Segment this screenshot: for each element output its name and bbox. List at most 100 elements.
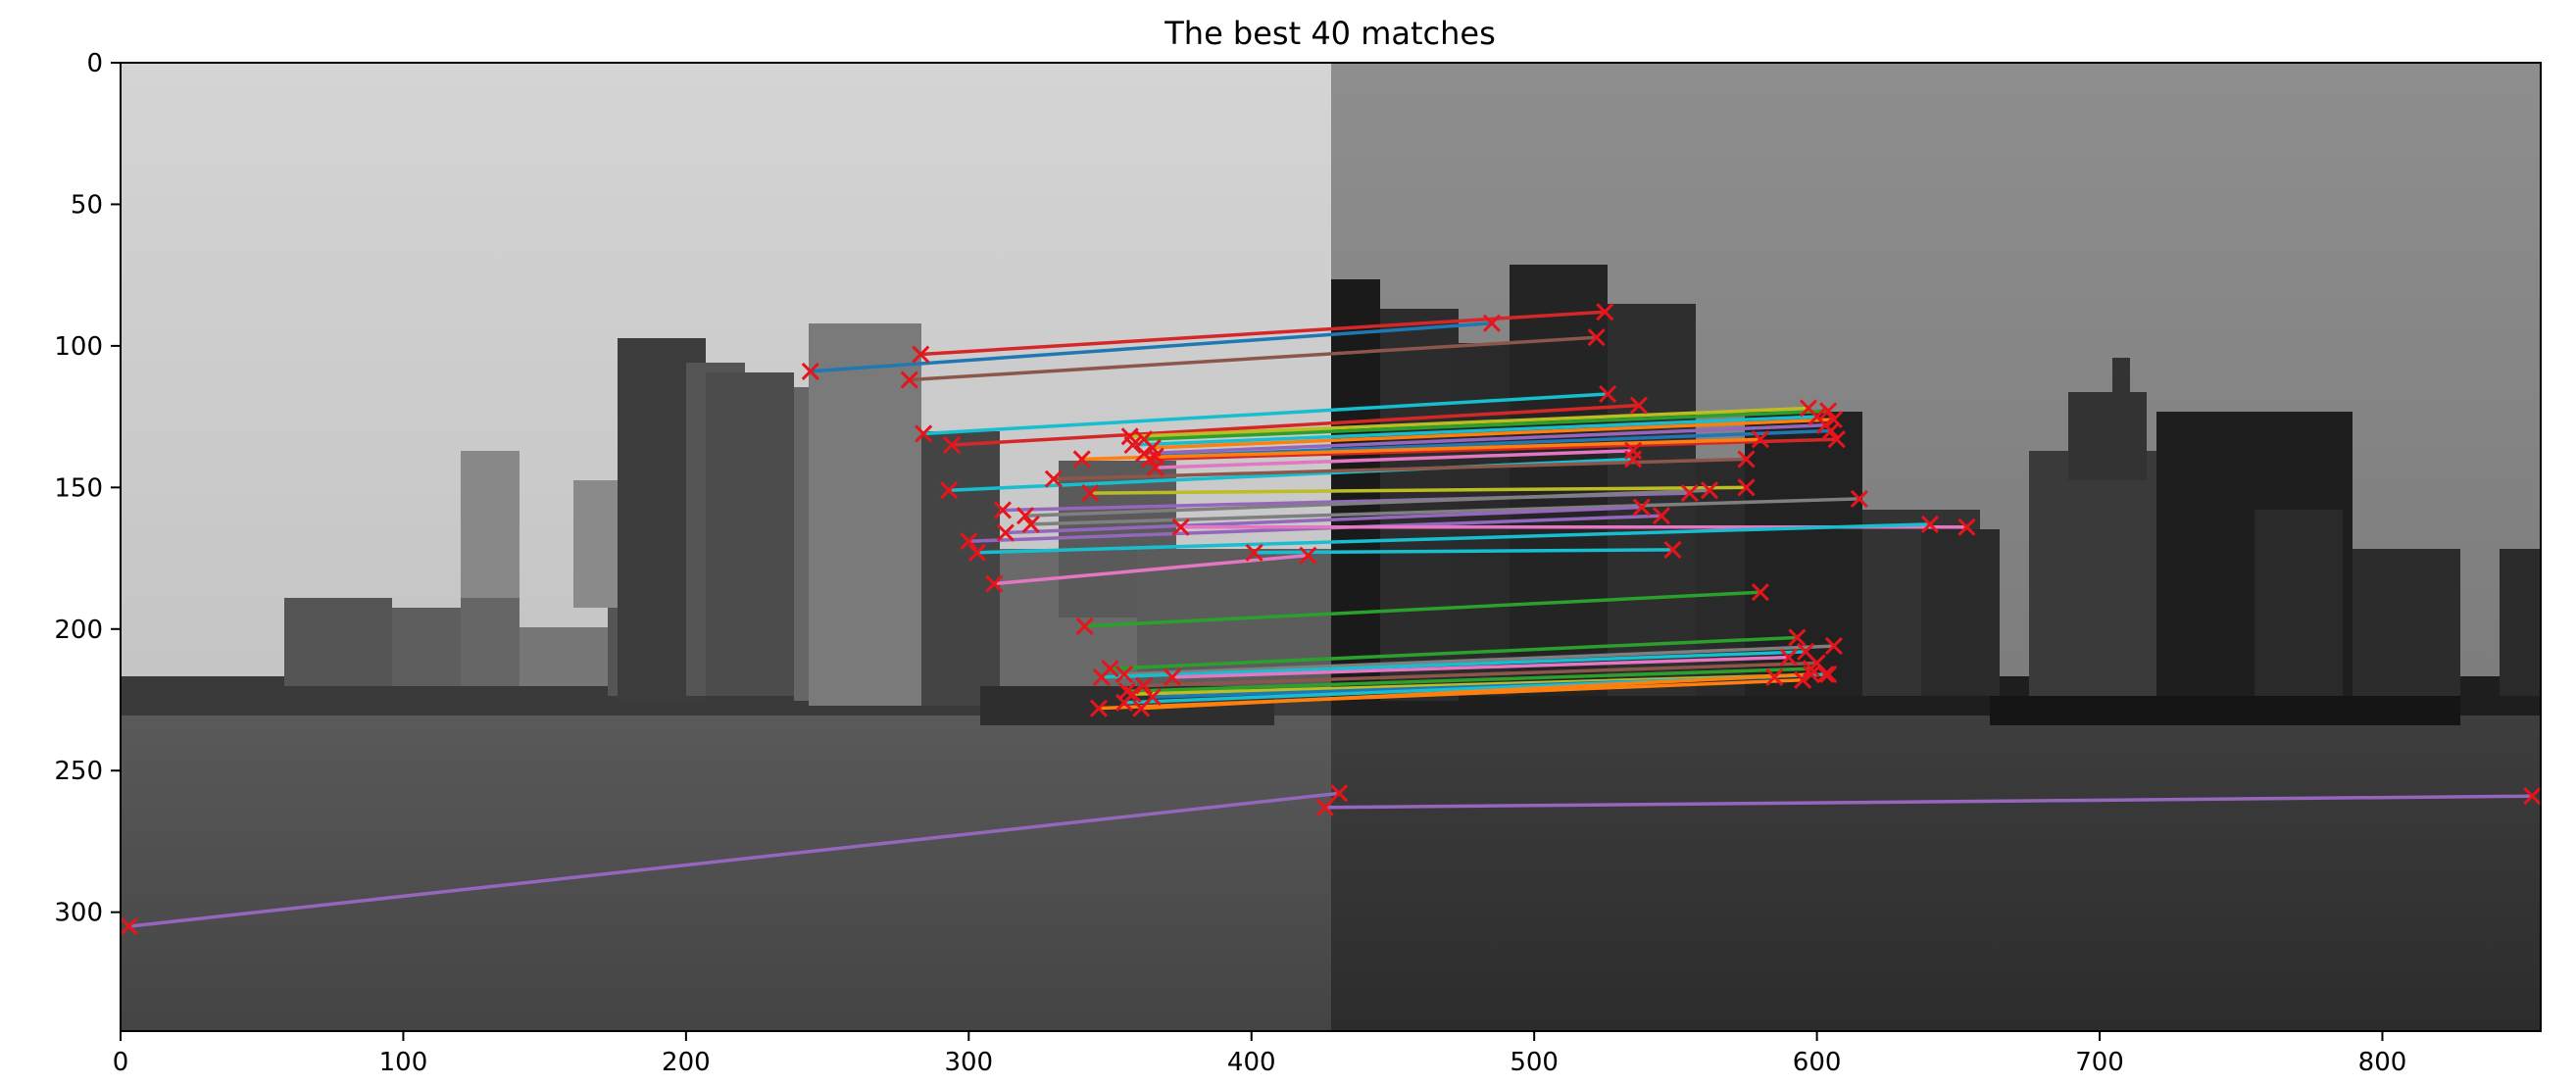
x-tick-label-100: 100 <box>379 1048 428 1077</box>
match-marker-17b <box>1737 478 1756 497</box>
match-line-17 <box>1090 485 1747 495</box>
match-marker-19b <box>1700 481 1719 500</box>
x-tick-label-0: 0 <box>113 1048 129 1077</box>
match-marker-2a <box>801 362 819 380</box>
match-line-24 <box>976 522 1931 555</box>
left-image-water <box>121 710 1331 1031</box>
match-line-40 <box>1324 794 2533 810</box>
match-marker-22a <box>960 532 978 551</box>
match-marker-1a <box>912 345 930 364</box>
x-tick-label-700: 700 <box>2075 1048 2124 1077</box>
y-tick-label-300: 300 <box>54 899 103 928</box>
match-line-5 <box>951 403 1639 447</box>
match-line-19 <box>1024 488 1710 518</box>
match-marker-39a <box>121 917 138 936</box>
match-line-4 <box>923 392 1609 436</box>
match-line-31 <box>1171 655 1789 679</box>
match-marker-39b <box>1330 784 1349 803</box>
x-axis: 0 100 200 300 400 500 600 700 800 <box>113 1031 2407 1077</box>
match-line-38 <box>1141 672 1811 711</box>
match-marker-13b <box>1751 430 1769 449</box>
match-marker-16a <box>1044 469 1063 488</box>
match-marker-18b <box>1680 484 1699 503</box>
match-marker-24a <box>967 543 987 562</box>
match-marker-13a <box>1072 450 1091 469</box>
match-marker-19a <box>1016 507 1035 525</box>
match-marker-26a <box>985 574 1004 593</box>
y-tick-label-200: 200 <box>54 616 103 645</box>
match-marker-20b <box>1850 489 1868 508</box>
match-marker-14a <box>1146 459 1164 477</box>
x-tick-label-200: 200 <box>662 1048 711 1077</box>
x-tick-label-300: 300 <box>944 1048 993 1077</box>
match-line-21 <box>1005 505 1642 535</box>
match-line-26 <box>994 553 1309 586</box>
match-marker-32a <box>1135 676 1154 695</box>
left-skyline <box>121 323 1331 725</box>
axes-frame <box>120 62 2542 1032</box>
match-line-32 <box>1144 661 1817 688</box>
match-marker-18a <box>993 501 1012 519</box>
match-line-7 <box>1144 409 1829 441</box>
match-line-9 <box>1152 418 1834 450</box>
match-line-14 <box>1155 449 1634 469</box>
y-tick-label-150: 150 <box>54 473 103 503</box>
match-marker-5a <box>942 435 962 455</box>
y-tick-label-100: 100 <box>54 332 103 362</box>
match-marker-29a <box>1115 665 1134 684</box>
match-marker-7b <box>1819 402 1838 420</box>
match-line-25 <box>1254 548 1673 555</box>
match-line-39 <box>128 791 1340 928</box>
match-line-2 <box>810 321 1493 373</box>
match-marker-29b <box>1824 637 1843 656</box>
match-marker-23a <box>1171 518 1190 536</box>
match-line-13 <box>1081 437 1760 462</box>
match-marker-31b <box>1779 648 1798 666</box>
match-marker-33b <box>1802 660 1820 678</box>
match-marker-15b <box>1624 450 1643 469</box>
match-marker-15a <box>940 481 959 500</box>
match-marker-16b <box>1737 450 1756 469</box>
match-marker-24b <box>1920 515 1940 533</box>
y-tick-label-250: 250 <box>54 757 103 786</box>
match-marker-30a <box>1092 667 1111 686</box>
match-marker-3a <box>900 370 918 389</box>
match-marker-28b <box>1788 628 1807 647</box>
match-line-28 <box>1110 635 1798 670</box>
match-marker-34b <box>1819 665 1838 684</box>
match-line-12 <box>1149 437 1837 462</box>
x-tick-label-800: 800 <box>2358 1048 2407 1077</box>
match-marker-38a <box>1132 699 1151 717</box>
match-marker-27b <box>1751 583 1769 602</box>
match-lines <box>128 310 2533 928</box>
match-marker-25a <box>1245 543 1263 562</box>
chart-title: The best 40 matches <box>1164 15 1496 52</box>
match-line-8 <box>1132 415 1817 447</box>
match-marker-4b <box>1599 384 1617 404</box>
match-marker-1b <box>1596 303 1614 321</box>
match-marker-31a <box>1163 667 1182 686</box>
match-marker-40a <box>1315 798 1334 816</box>
match-marker-12a <box>1140 450 1159 469</box>
match-marker-8a <box>1123 435 1142 455</box>
match-marker-23b <box>1957 518 1976 536</box>
y-tick-label-50: 50 <box>71 190 103 220</box>
x-tick-label-400: 400 <box>1227 1048 1276 1077</box>
match-marker-25b <box>1663 540 1682 559</box>
match-marker-36b <box>1816 665 1835 684</box>
match-marker-22b <box>1652 507 1671 525</box>
match-marker-21a <box>996 523 1015 542</box>
match-marker-27a <box>1075 617 1094 635</box>
match-marker-37a <box>1089 699 1109 717</box>
match-line-30 <box>1101 650 1807 679</box>
match-marker-21b <box>1632 498 1651 517</box>
match-line-29 <box>1123 644 1834 676</box>
match-marker-4a <box>915 424 933 443</box>
match-marker-17a <box>1081 484 1100 503</box>
match-line-27 <box>1084 590 1761 628</box>
match-marker-12b <box>1827 430 1846 449</box>
match-marker-37b <box>1794 670 1812 689</box>
match-marker-36a <box>1115 693 1134 712</box>
match-marker-11b <box>1821 421 1841 440</box>
